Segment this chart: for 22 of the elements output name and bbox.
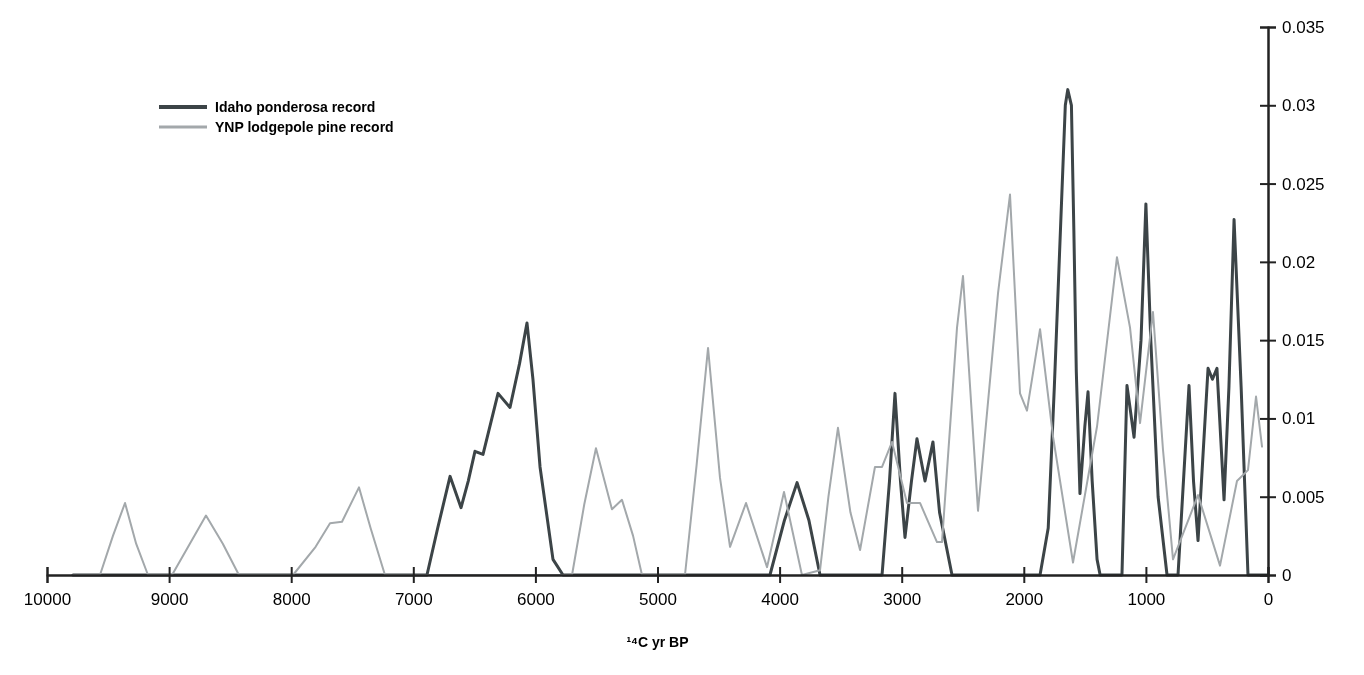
x-tick-label: 4000 [761, 590, 800, 610]
x-axis-title: ¹⁴C yr BP [626, 634, 689, 650]
x-tick-label: 7000 [394, 590, 433, 610]
legend-label: Idaho ponderosa record [215, 99, 376, 115]
x-tick-label: 8000 [272, 590, 311, 610]
x-tick-label: 10000 [23, 590, 72, 610]
x-tick-label: 6000 [516, 590, 555, 610]
y-tick-label: 0.02 [1282, 252, 1316, 272]
x-tick-label: 1000 [1127, 590, 1166, 610]
y-tick-label: 0.025 [1282, 174, 1325, 194]
y-tick-label: 0.03 [1282, 96, 1316, 116]
x-tick-label: 5000 [639, 590, 677, 610]
y-tick-label: 0.015 [1282, 331, 1325, 351]
x-tick-label: 0 [1263, 590, 1274, 610]
y-tick-label: 0.01 [1282, 409, 1316, 429]
x-tick-label: 3000 [883, 590, 922, 610]
y-tick-label: 0 [1282, 565, 1292, 585]
x-tick-label: 2000 [1005, 590, 1044, 610]
x-tick-label: 9000 [150, 590, 189, 610]
y-tick-label: 0.005 [1282, 487, 1325, 507]
y-tick-label: 0.035 [1282, 17, 1325, 37]
legend-label: YNP lodgepole pine record [215, 119, 394, 135]
